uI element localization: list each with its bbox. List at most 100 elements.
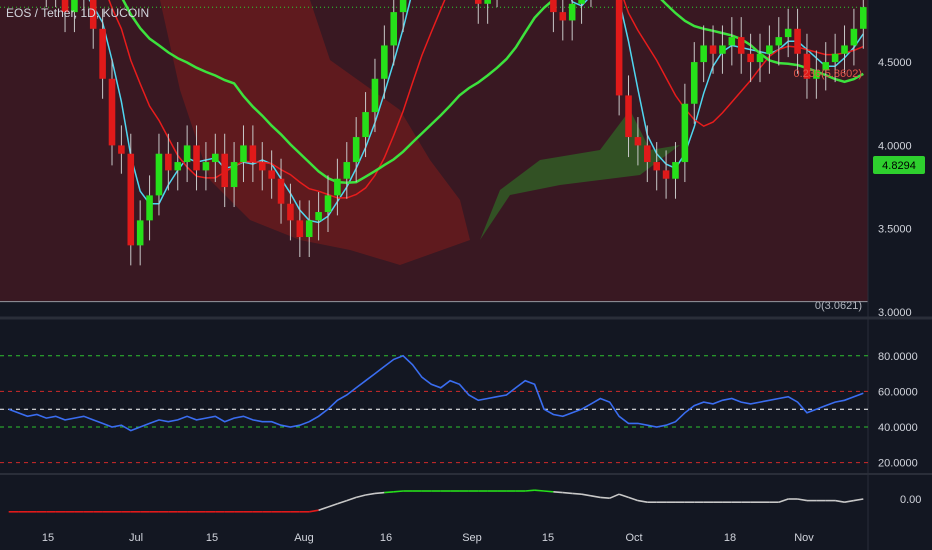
candle-body: [381, 45, 388, 79]
osc-segment: [609, 493, 620, 499]
candle-body: [662, 170, 670, 179]
osc-segment: [637, 499, 648, 503]
candle-body: [766, 45, 773, 54]
osc-segment: [853, 498, 864, 502]
candle-body: [174, 162, 182, 171]
candle-body: [212, 153, 219, 163]
osc-segment: [797, 498, 808, 502]
candle-body: [305, 220, 313, 238]
price-tick-label: 4.0000: [878, 140, 912, 152]
candle-body: [118, 145, 125, 154]
osc-segment: [525, 489, 535, 492]
candle-body: [625, 95, 632, 138]
candle-body: [258, 162, 266, 171]
osc-segment: [581, 493, 592, 497]
osc-segment: [327, 503, 338, 508]
rsi-tick-label: 80.0000: [878, 351, 918, 363]
candle-body: [362, 112, 369, 138]
candle-body: [61, 0, 69, 13]
rsi-line: [8, 354, 864, 432]
candle-body: [756, 53, 764, 63]
candle-body: [249, 145, 257, 163]
candle-body: [860, 7, 867, 29]
osc-segment: [778, 498, 789, 503]
candle-body: [484, 0, 491, 4]
candle-body: [747, 53, 754, 63]
osc-segment: [834, 499, 845, 503]
osc-segment: [562, 491, 573, 495]
osc-segment: [365, 492, 376, 496]
candle-body: [615, 0, 623, 96]
date-tick-label: 16: [380, 532, 392, 544]
osc-segment: [337, 499, 348, 505]
candle-body: [230, 162, 238, 188]
osc-segment: [590, 495, 601, 499]
candle-body: [681, 103, 689, 163]
candle-body: [165, 153, 172, 171]
candle-body: [709, 45, 717, 54]
candle-body: [737, 37, 745, 54]
candle-body: [343, 162, 351, 179]
candle-body: [578, 0, 585, 4]
candle-body: [296, 220, 304, 238]
candle-body: [334, 178, 341, 196]
candle-body: [71, 0, 78, 13]
candle-body: [352, 137, 360, 163]
osc-segment: [384, 491, 394, 494]
candle-body: [803, 53, 811, 79]
ichimoku-cloud-red: [160, 0, 470, 265]
osc-segment: [318, 506, 329, 511]
candle-body: [775, 37, 783, 46]
candle-body: [841, 45, 848, 54]
candle-body: [221, 153, 228, 188]
candle-body: [831, 53, 839, 63]
candle-body: [155, 153, 163, 196]
osc-segment: [374, 491, 385, 495]
osc-tick-label: 0.00: [900, 494, 921, 506]
current-price-badge: [873, 156, 925, 174]
ichimoku-cloud-green: [480, 110, 680, 240]
osc-segment: [600, 496, 610, 499]
candle-body: [146, 195, 153, 221]
osc-segment: [393, 490, 404, 493]
candle-body: [644, 145, 651, 163]
date-tick-label: Sep: [462, 532, 482, 544]
rsi-tick-label: 60.0000: [878, 386, 918, 398]
date-tick-label: 18: [724, 532, 736, 544]
fib-level-0-label: 0(3.0621): [815, 300, 862, 312]
candle-body: [371, 78, 379, 113]
date-tick-label: 15: [206, 532, 218, 544]
candle-body: [399, 0, 407, 13]
osc-segment: [309, 509, 319, 513]
candle-body: [550, 0, 557, 13]
candle-body: [240, 145, 247, 163]
candle-body: [268, 170, 275, 179]
osc-segment: [628, 496, 639, 502]
date-tick-label: Jul: [129, 532, 143, 544]
kijun-line: [108, 0, 864, 199]
price-tick-label: 4.5000: [878, 57, 912, 69]
date-tick-label: Aug: [294, 532, 314, 544]
candle-body: [277, 178, 285, 204]
candle-body: [634, 137, 642, 146]
candle-body: [728, 37, 736, 46]
candle-body: [127, 153, 135, 246]
candle-body: [390, 12, 398, 46]
candle-body: [99, 28, 106, 79]
candle-body: [287, 203, 294, 221]
candle-body: [813, 70, 820, 79]
candle-body: [784, 28, 792, 38]
candle-body: [559, 12, 567, 21]
current-price-value: 4.8294: [882, 160, 916, 172]
rsi-tick-label: 40.0000: [878, 422, 918, 434]
candle-body: [324, 195, 332, 213]
candle-body: [474, 0, 482, 4]
price-tick-label: 3.5000: [878, 224, 912, 236]
osc-segment: [844, 499, 855, 503]
candle-body: [89, 0, 97, 29]
osc-segment: [346, 496, 357, 502]
candle-body: [672, 162, 679, 179]
candle-body: [108, 78, 116, 146]
candle-body: [690, 62, 698, 104]
